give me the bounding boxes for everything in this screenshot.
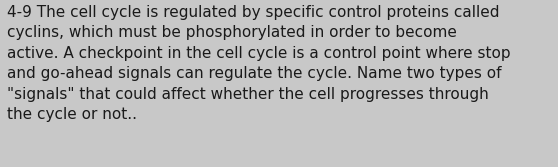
Text: 4-9 The cell cycle is regulated by specific control proteins called
cyclins, whi: 4-9 The cell cycle is regulated by speci… (7, 5, 511, 122)
